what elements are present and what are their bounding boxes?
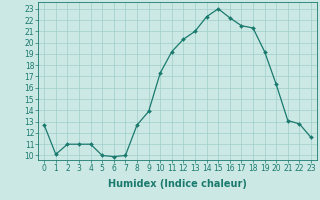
X-axis label: Humidex (Indice chaleur): Humidex (Indice chaleur) xyxy=(108,179,247,189)
